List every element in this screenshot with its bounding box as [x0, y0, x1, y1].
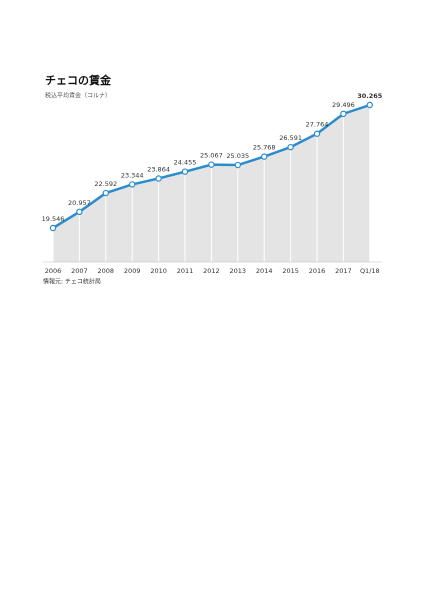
source: 情報元: チェコ統計局 [43, 278, 101, 286]
marker [128, 181, 136, 188]
data-label: 23.864 [147, 165, 170, 173]
data-label: 20.957 [68, 199, 91, 207]
chart-subtitle: 税込平均賃金（コルナ） [45, 92, 111, 100]
marker [181, 168, 189, 175]
data-label: 19.546 [42, 215, 65, 223]
x-tick-label: 2008 [98, 267, 115, 275]
chart-title: チェコの賃金 [45, 73, 112, 87]
marker [261, 153, 268, 160]
marker [366, 101, 373, 109]
data-label: 23.344 [121, 171, 144, 179]
x-tick-label: Q1/18 [360, 267, 380, 275]
x-tick-label: 2012 [203, 267, 220, 275]
marker [234, 161, 241, 169]
x-tick-label: 2017 [335, 267, 352, 275]
marker [155, 175, 162, 182]
marker [313, 130, 321, 137]
x-tick-label: 2007 [71, 267, 88, 275]
marker [208, 161, 215, 168]
marker [76, 208, 83, 216]
x-tick-label: 2010 [150, 267, 167, 275]
data-label: 22.592 [94, 180, 117, 188]
marker [340, 110, 347, 118]
x-tick-label: 2011 [177, 267, 194, 275]
x-tick-label: 2006 [45, 267, 62, 275]
x-tick-label: 2009 [124, 267, 141, 275]
x-tick-label: 2013 [230, 267, 247, 275]
data-label: 27.764 [306, 121, 329, 129]
data-label: 26.591 [279, 134, 302, 142]
data-label: 25.035 [226, 152, 249, 160]
x-tick-label: 2015 [282, 267, 299, 275]
x-tick-label: 2016 [309, 267, 326, 275]
data-label: 30.265 [357, 92, 383, 100]
marker [49, 224, 57, 232]
data-label: 25.768 [253, 144, 276, 152]
x-tick-label: 2014 [256, 267, 273, 275]
data-label: 24.455 [174, 159, 197, 167]
marker [102, 189, 110, 197]
data-label: 29.496 [332, 101, 355, 109]
marker [287, 143, 294, 151]
data-label: 25.067 [200, 152, 223, 160]
